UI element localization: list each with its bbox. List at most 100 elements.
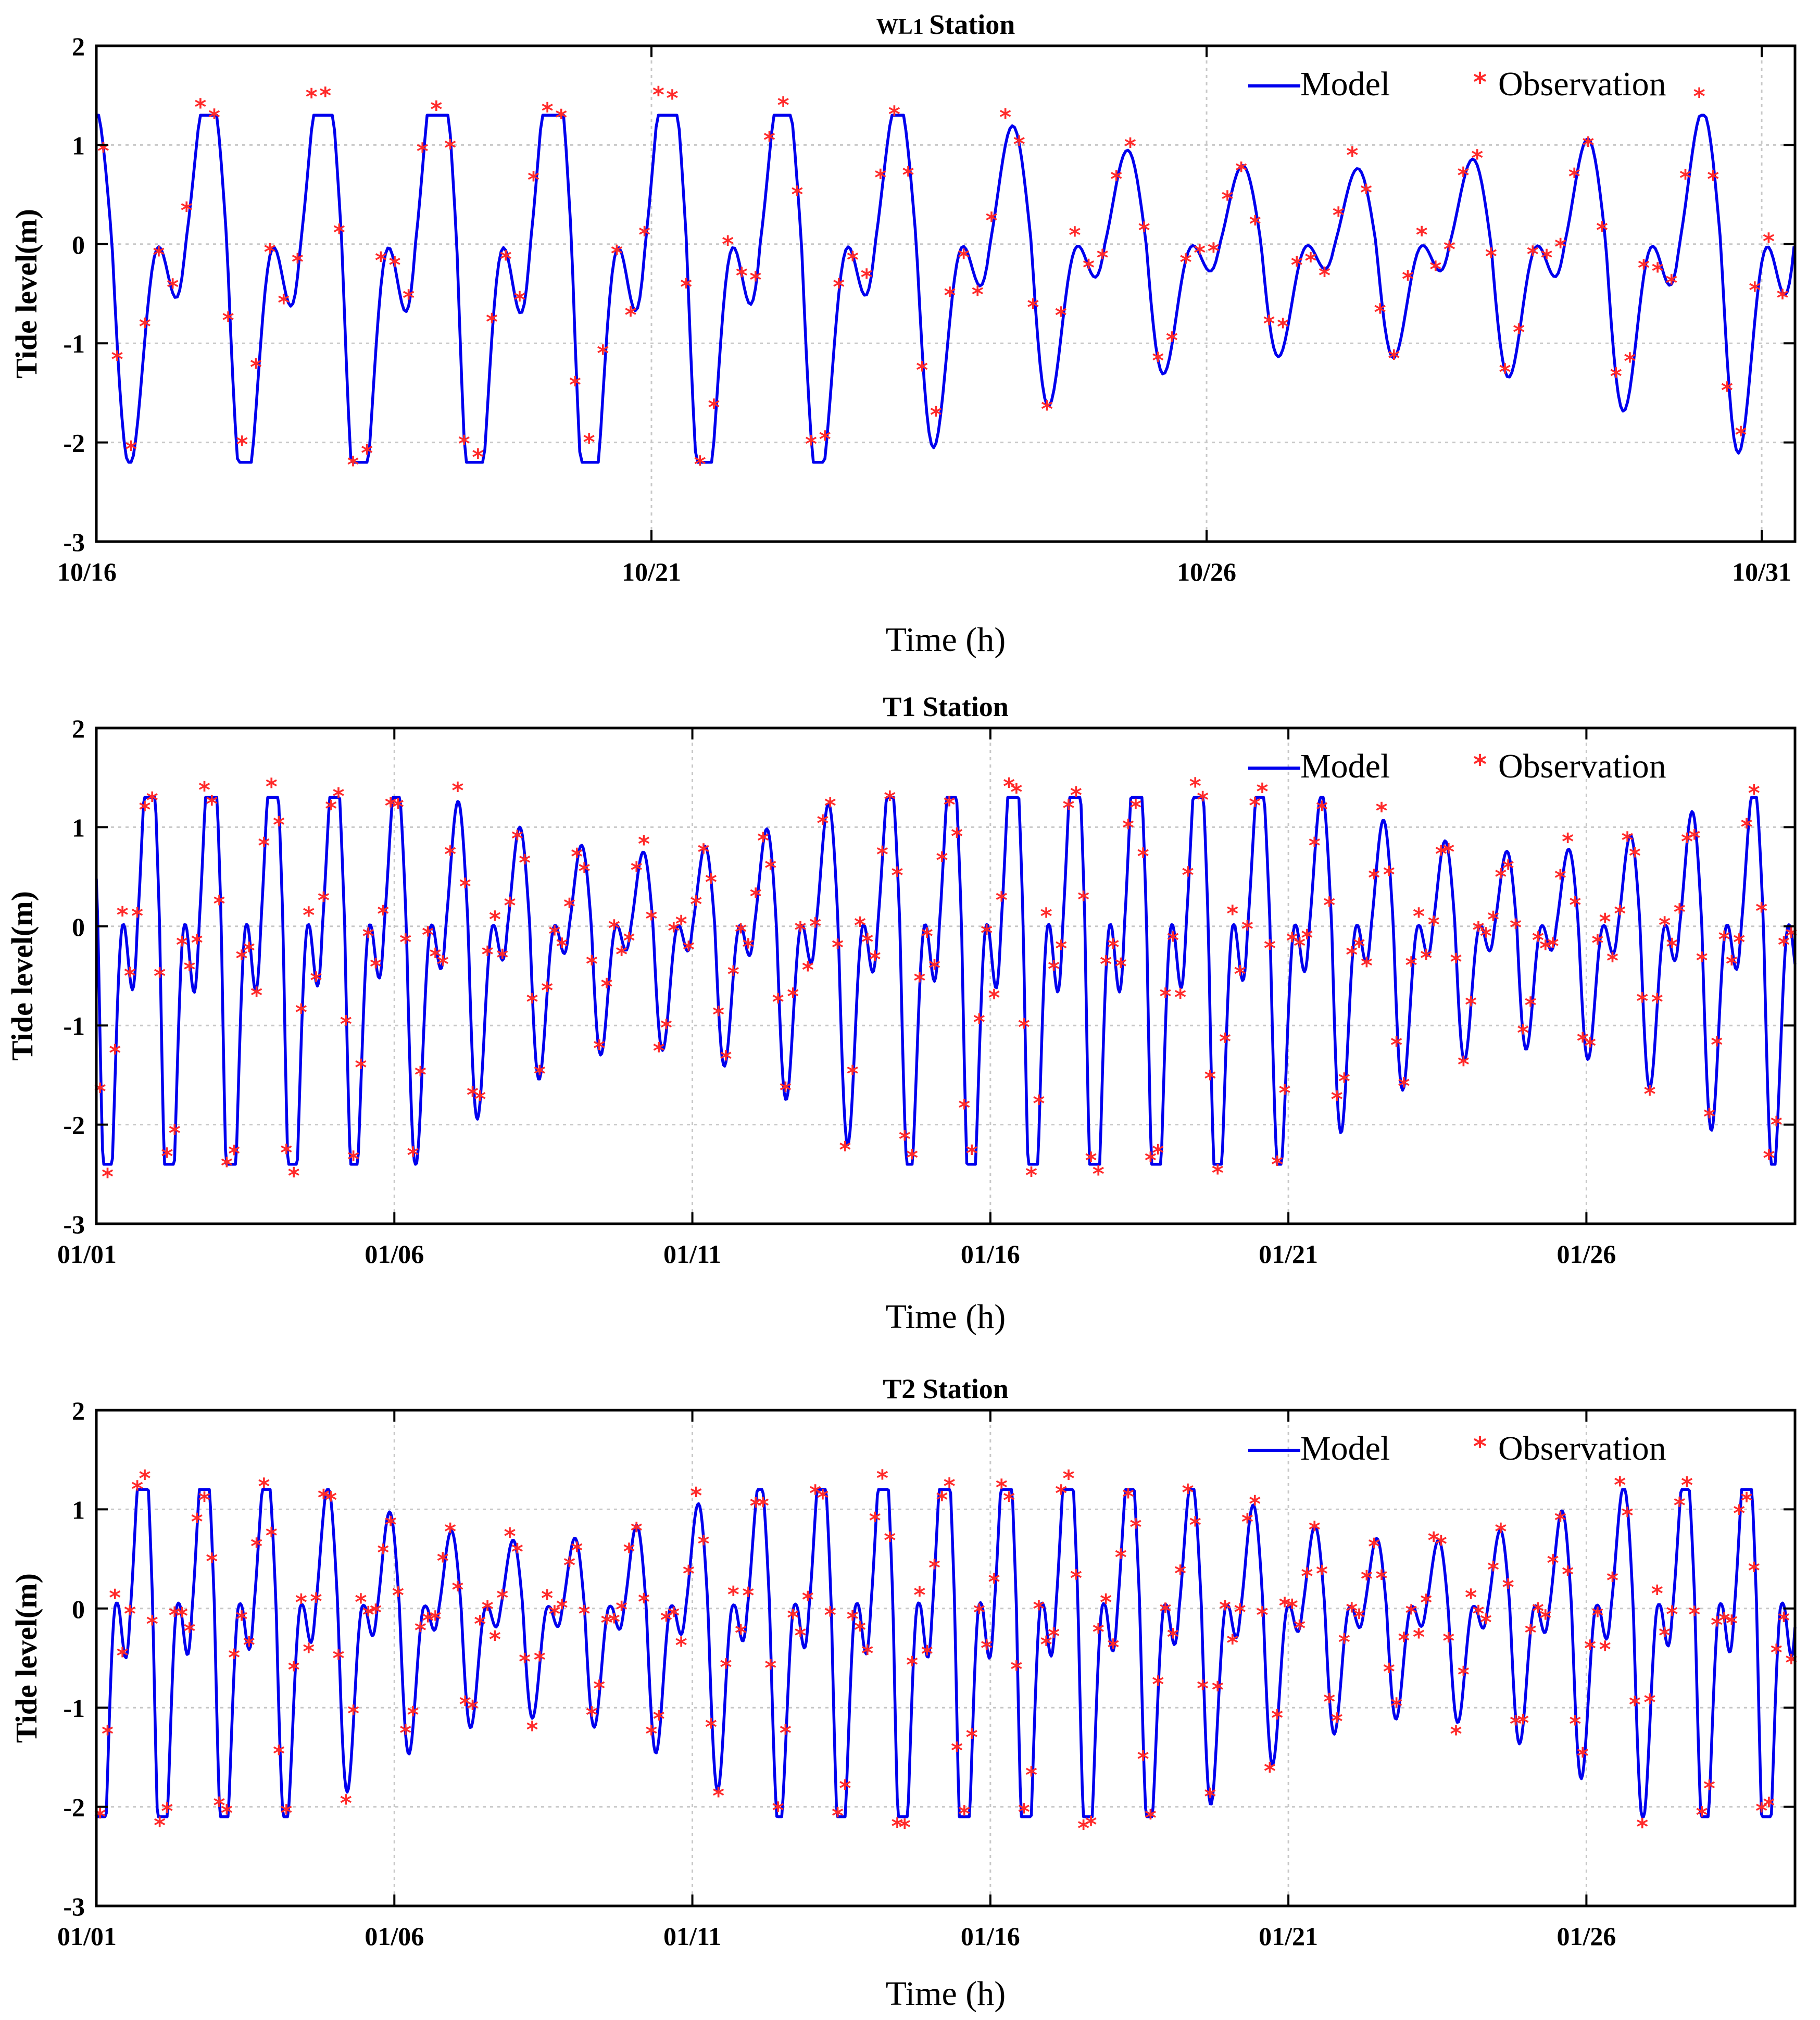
observation-marker: * (221, 1800, 233, 1826)
observation-marker: * (415, 1617, 426, 1644)
observation-marker: * (764, 855, 776, 882)
observation-marker: * (1361, 953, 1373, 980)
observation-marker: * (1346, 1598, 1358, 1625)
observation-marker: * (1070, 782, 1082, 809)
observation-marker: * (631, 857, 643, 884)
observation-marker: * (181, 197, 193, 224)
observation-marker: * (928, 1554, 940, 1581)
observation-marker: * (1097, 245, 1109, 271)
observation-marker: * (1323, 892, 1335, 919)
observation-marker: * (1510, 914, 1522, 941)
y-tick-label: -3 (63, 1892, 85, 1921)
observation-marker: * (1420, 1590, 1432, 1616)
observation-marker: * (1360, 180, 1372, 206)
observation-marker: * (1517, 1710, 1529, 1737)
observation-marker: * (1180, 249, 1192, 275)
observation-marker: * (124, 963, 136, 989)
y-axis-label: Tide level(m) (5, 891, 39, 1061)
observation-marker: * (102, 1164, 114, 1190)
observation-marker: * (482, 942, 494, 968)
observation-marker: * (1718, 926, 1730, 953)
x-tick-label: 10/16 (57, 557, 117, 586)
observation-marker: * (1353, 1604, 1365, 1631)
observation-marker: * (668, 1602, 680, 1629)
observation-marker: * (370, 953, 382, 980)
observation-marker: * (951, 823, 963, 850)
observation-marker: * (1107, 934, 1119, 961)
y-tick-label: -2 (63, 429, 85, 458)
observation-marker: * (1771, 1112, 1783, 1138)
observation-marker: * (1100, 951, 1112, 978)
x-tick-label: 01/21 (1259, 1239, 1318, 1269)
observation-marker: * (1554, 1508, 1566, 1534)
observation-marker: * (482, 1596, 494, 1623)
observation-marker: * (1063, 1465, 1075, 1492)
observation-marker: * (556, 934, 568, 960)
observation-marker: * (1629, 1691, 1641, 1718)
observation-marker: * (666, 85, 678, 112)
observation-marker: * (1614, 1472, 1626, 1498)
observation-marker: * (720, 1654, 732, 1680)
observation-marker: * (601, 974, 613, 1000)
observation-marker: * (1562, 829, 1574, 855)
observation-marker: * (1323, 1689, 1335, 1715)
chart-title-suffix: Station (929, 9, 1015, 40)
chart-panel-t2: ****************************************… (9, 1373, 1797, 2013)
observation-marker: * (370, 1600, 382, 1626)
observation-marker: * (1405, 1600, 1417, 1627)
observation-marker: * (1513, 319, 1525, 346)
observation-marker: * (243, 1632, 255, 1659)
observation-marker: * (1085, 1148, 1097, 1174)
model-series-line (96, 114, 1796, 464)
observation-marker: * (1614, 901, 1626, 927)
chart-title-suffix: Station (923, 691, 1009, 722)
observation-marker: * (1316, 1561, 1328, 1587)
observation-marker: * (583, 429, 595, 456)
observation-marker: * (1554, 234, 1566, 260)
legend-observation-marker: * (1473, 749, 1487, 780)
legend-observation-marker: * (1473, 1432, 1487, 1462)
observation-marker: * (847, 1606, 859, 1633)
observation-marker: * (1681, 1472, 1693, 1499)
observation-marker: * (1778, 1608, 1790, 1634)
observation-marker: * (1018, 1799, 1030, 1826)
observation-marker: * (250, 354, 262, 381)
observation-marker: * (459, 873, 471, 900)
observation-marker: * (1122, 1484, 1134, 1510)
x-tick-label: 01/11 (663, 1239, 721, 1269)
observation-marker: * (109, 1040, 121, 1067)
y-tick-label: 1 (72, 1495, 85, 1524)
legend-model-label: Model (1300, 1429, 1390, 1467)
observation-marker: * (611, 241, 623, 267)
legend-model-label: Model (1300, 747, 1390, 785)
observation-marker: * (131, 1476, 143, 1502)
observation-marker: * (653, 1706, 665, 1733)
observation-marker: * (375, 247, 387, 274)
observation-marker: * (1688, 1601, 1700, 1628)
observation-marker: * (891, 862, 903, 889)
x-tick-label: 01/26 (1557, 1239, 1616, 1269)
observation-marker: * (1249, 211, 1261, 237)
observation-marker: * (1398, 1627, 1410, 1654)
observation-marker: * (631, 1517, 643, 1544)
observation-marker: * (191, 1509, 203, 1535)
observation-marker: * (1018, 1014, 1030, 1041)
observation-marker: * (985, 208, 997, 234)
observation-marker: * (1264, 1758, 1276, 1785)
observation-marker: * (1346, 142, 1358, 169)
observation-marker: * (1304, 248, 1316, 274)
observation-marker: * (750, 1493, 762, 1520)
observation-marker: * (944, 282, 956, 309)
observation-marker: * (824, 1602, 836, 1628)
observation-marker: * (292, 249, 304, 275)
observation-marker: * (1629, 843, 1641, 870)
observation-marker: * (720, 1046, 732, 1073)
x-tick-label: 01/06 (365, 1922, 424, 1951)
y-tick-label: -2 (63, 1111, 85, 1140)
observation-marker: * (1077, 886, 1089, 913)
observation-marker: * (1527, 242, 1539, 268)
observation-marker: * (787, 983, 799, 1010)
observation-marker: * (403, 285, 415, 311)
observation-marker: * (340, 1011, 352, 1038)
